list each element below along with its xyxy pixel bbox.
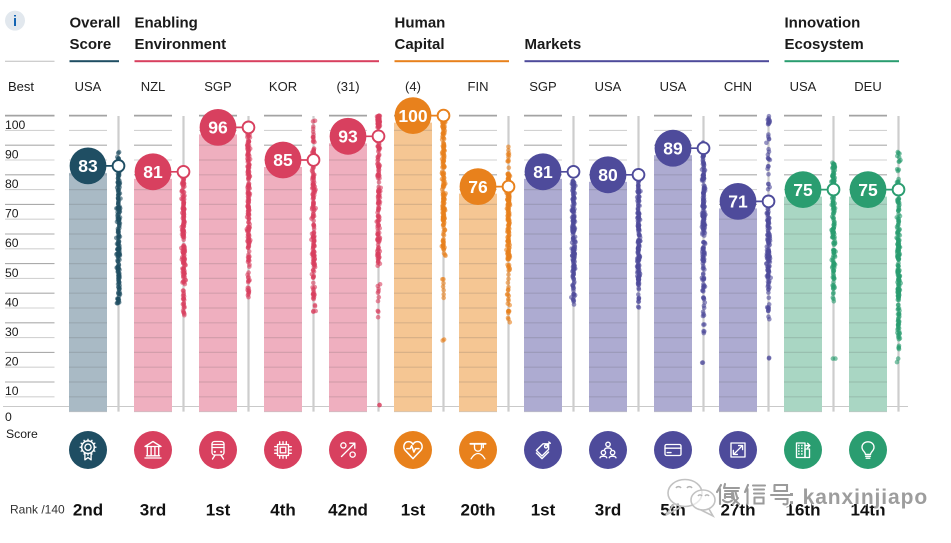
svg-text:80: 80 <box>5 177 19 191</box>
svg-text:2nd: 2nd <box>73 501 103 520</box>
svg-text:81: 81 <box>533 162 553 182</box>
svg-text:4th: 4th <box>270 501 296 520</box>
svg-text:KOR: KOR <box>269 79 297 94</box>
svg-text:FIN: FIN <box>468 79 489 94</box>
svg-text:75: 75 <box>793 180 813 200</box>
svg-text:DEU: DEU <box>854 79 881 94</box>
svg-text:NZL: NZL <box>141 79 166 94</box>
svg-text:Enabling: Enabling <box>135 15 198 32</box>
svg-text:Ecosystem: Ecosystem <box>785 36 864 53</box>
svg-text:40: 40 <box>5 295 19 309</box>
svg-text:3rd: 3rd <box>140 501 166 520</box>
svg-text:71: 71 <box>728 192 748 212</box>
svg-text:1st: 1st <box>531 501 556 520</box>
svg-text:96: 96 <box>208 118 228 138</box>
svg-text:10: 10 <box>5 384 19 398</box>
svg-text:Score: Score <box>6 427 38 441</box>
svg-text:Environment: Environment <box>135 36 227 53</box>
svg-text:30: 30 <box>5 325 19 339</box>
svg-text:Innovation: Innovation <box>785 15 861 32</box>
svg-text:Capital: Capital <box>395 36 445 53</box>
svg-text:89: 89 <box>663 138 683 158</box>
svg-text:75: 75 <box>858 180 878 200</box>
svg-text:(4): (4) <box>405 79 421 94</box>
svg-text:80: 80 <box>598 165 618 185</box>
svg-text:90: 90 <box>5 147 19 161</box>
svg-text:Rank /140: Rank /140 <box>10 503 65 517</box>
svg-text:100: 100 <box>398 106 427 126</box>
svg-text:83: 83 <box>78 156 98 176</box>
svg-text:Score: Score <box>70 36 112 53</box>
svg-text:USA: USA <box>595 79 622 94</box>
svg-text:85: 85 <box>273 150 293 170</box>
svg-text:Markets: Markets <box>525 36 582 53</box>
svg-text:CHN: CHN <box>724 79 752 94</box>
svg-text:USA: USA <box>790 79 817 94</box>
svg-text:Best: Best <box>8 79 34 94</box>
svg-text:: kanxinjiapo: : kanxinjiapo <box>788 486 928 509</box>
svg-text:: kanxinjiapo: : kanxinjiapo <box>789 487 929 510</box>
svg-text:42nd: 42nd <box>328 501 368 520</box>
svg-text:i: i <box>13 14 17 30</box>
svg-text:60: 60 <box>5 236 19 250</box>
svg-text:1st: 1st <box>206 501 231 520</box>
svg-text:Overall: Overall <box>70 15 121 32</box>
svg-text:20: 20 <box>5 355 19 369</box>
svg-text:1st: 1st <box>401 501 426 520</box>
svg-text:0: 0 <box>5 410 12 424</box>
svg-text:USA: USA <box>660 79 687 94</box>
svg-text:(31): (31) <box>336 79 359 94</box>
svg-text:Human: Human <box>395 15 446 32</box>
svg-text:14th: 14th <box>851 501 886 520</box>
svg-text:3rd: 3rd <box>595 501 621 520</box>
svg-text:93: 93 <box>338 127 358 147</box>
svg-text:50: 50 <box>5 266 19 280</box>
svg-text:SGP: SGP <box>204 79 231 94</box>
svg-text:27th: 27th <box>721 501 756 520</box>
svg-text:100: 100 <box>5 118 26 132</box>
svg-text:81: 81 <box>143 162 163 182</box>
svg-text:16th: 16th <box>786 501 821 520</box>
svg-text:76: 76 <box>468 177 488 197</box>
svg-text:20th: 20th <box>461 501 496 520</box>
svg-text:70: 70 <box>5 207 19 221</box>
svg-text:SGP: SGP <box>529 79 556 94</box>
svg-text:USA: USA <box>75 79 102 94</box>
